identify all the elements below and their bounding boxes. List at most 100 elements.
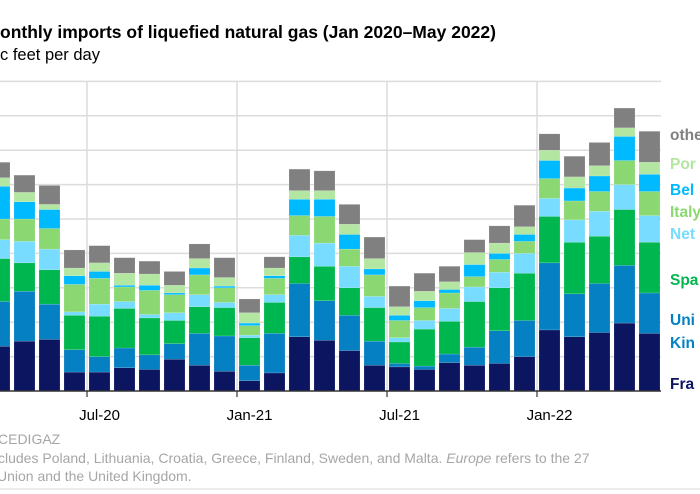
bar-segment-italy (13, 218, 36, 242)
bar-segment-italy (213, 287, 236, 303)
bar-segment-portugal (363, 258, 386, 270)
bar-segment-france (313, 340, 336, 392)
chart-title: onthly imports of liquefied natural gas … (0, 22, 496, 42)
bar-segment-spain (638, 242, 661, 294)
bar-segment-france (213, 371, 236, 392)
bar-segment-italy (188, 274, 211, 295)
bar-segment-netherlands (438, 308, 461, 322)
bar-segment-netherlands (163, 312, 186, 321)
bar-segment-belgium (413, 300, 436, 308)
bar-segment-united-kingdom (213, 335, 236, 372)
bar-segment-netherlands (138, 314, 161, 319)
bar-segment-united-kingdom (63, 349, 86, 373)
bar-segment-belgium (313, 199, 336, 217)
bar-segment-netherlands (13, 241, 36, 264)
bar-segment-other (613, 107, 636, 129)
bar-segment-belgium (238, 322, 261, 326)
bar-segment-spain (388, 341, 411, 364)
bar-segment-other (463, 239, 486, 253)
bar-segment-france (263, 372, 286, 392)
bar-segment-other (338, 204, 361, 225)
bar-segment-netherlands (88, 303, 111, 317)
bar-segment-netherlands (588, 211, 611, 237)
bar-segment-belgium (13, 201, 36, 220)
bar-segment-spain (588, 235, 611, 284)
legend-label-united-kingdom: Kin (670, 335, 695, 352)
bar-segment-united-kingdom (513, 320, 536, 357)
bar-segment-belgium (488, 253, 511, 260)
bar-segment-spain (263, 302, 286, 334)
bar-segment-belgium (213, 285, 236, 288)
bar-segment-netherlands (388, 337, 411, 343)
bar-segment-netherlands (113, 301, 136, 309)
bar-segment-united-kingdom (188, 333, 211, 366)
bar-segment-belgium (463, 264, 486, 277)
bar-segment-other (513, 205, 536, 227)
bar-segment-other (38, 185, 61, 205)
bar-segment-other (363, 236, 386, 259)
legend-label-netherlands: Net (670, 226, 695, 243)
bar-segment-belgium (0, 186, 11, 220)
bar-segment-other (438, 266, 461, 282)
legend-label-portugal: Por (670, 156, 696, 173)
bar-segment-spain (463, 301, 486, 348)
bar-segment-portugal (188, 258, 211, 269)
bar-segment-other (188, 243, 211, 259)
bar-segment-france (538, 329, 561, 392)
bar-segment-other (13, 174, 36, 193)
bar-segment-portugal (13, 192, 36, 202)
bar-segment-france (238, 380, 261, 392)
bar-segment-spain (513, 272, 536, 321)
bar-segment-france (13, 340, 36, 392)
bar-segment-spain (63, 315, 86, 350)
bar-segment-united-kingdom (13, 291, 36, 342)
bar-segment-united-kingdom (0, 301, 11, 347)
legend-label-italy: Italy (670, 204, 700, 221)
bar-segment-united-kingdom (613, 265, 636, 324)
bar-segment-belgium (363, 268, 386, 276)
bar-segment-spain (13, 262, 36, 292)
bar-segment-netherlands (288, 235, 311, 258)
note-text: cludes Poland, Lithuania, Croatia, Greec… (0, 450, 446, 466)
bar-segment-belgium (138, 285, 161, 291)
bar-segment-other (313, 170, 336, 191)
bar-segment-spain (363, 307, 386, 342)
bar-segment-italy (488, 259, 511, 273)
legend-label-other: othe (670, 127, 700, 144)
bar-segment-united-kingdom (563, 293, 586, 338)
bar-segment-belgium (288, 199, 311, 216)
bar-segment-portugal (38, 204, 61, 210)
source-text: CEDIGAZ (0, 431, 61, 447)
bar-segment-italy (538, 178, 561, 199)
bar-segment-portugal (563, 176, 586, 189)
bar-segment-france (588, 332, 611, 392)
bar-segment-other (388, 285, 411, 307)
bar-segment-france (388, 366, 411, 392)
bar-segment-united-kingdom (363, 340, 386, 366)
bar-segment-france (413, 369, 436, 392)
bar-segment-portugal (538, 149, 561, 161)
bar-segment-united-kingdom (313, 300, 336, 341)
bar-segment-italy (513, 241, 536, 254)
bar-segment-united-kingdom (138, 354, 161, 370)
bar-segment-netherlands (213, 302, 236, 308)
bar-segment-belgium (438, 289, 461, 294)
bar-segment-belgium (388, 315, 411, 321)
bar-segment-portugal (638, 162, 661, 175)
bar-segment-italy (413, 307, 436, 321)
note-line-2: Union and the United Kingdom. (0, 468, 192, 484)
bar-segment-netherlands (0, 239, 11, 259)
note-text-end: refers to the 27 (491, 450, 589, 466)
bar-segment-other (538, 133, 561, 151)
bar-segment-france (188, 365, 211, 392)
bar-segment-belgium (563, 187, 586, 202)
bar-segment-france (338, 350, 361, 392)
bar-segment-other (63, 249, 86, 269)
bar-segment-united-kingdom (163, 343, 186, 360)
bar-segment-portugal (513, 226, 536, 235)
bar-segment-spain (488, 287, 511, 331)
bar-segment-portugal (338, 223, 361, 235)
bar-segment-netherlands (638, 215, 661, 243)
bar-segment-netherlands (613, 184, 636, 210)
bar-segment-netherlands (363, 296, 386, 308)
